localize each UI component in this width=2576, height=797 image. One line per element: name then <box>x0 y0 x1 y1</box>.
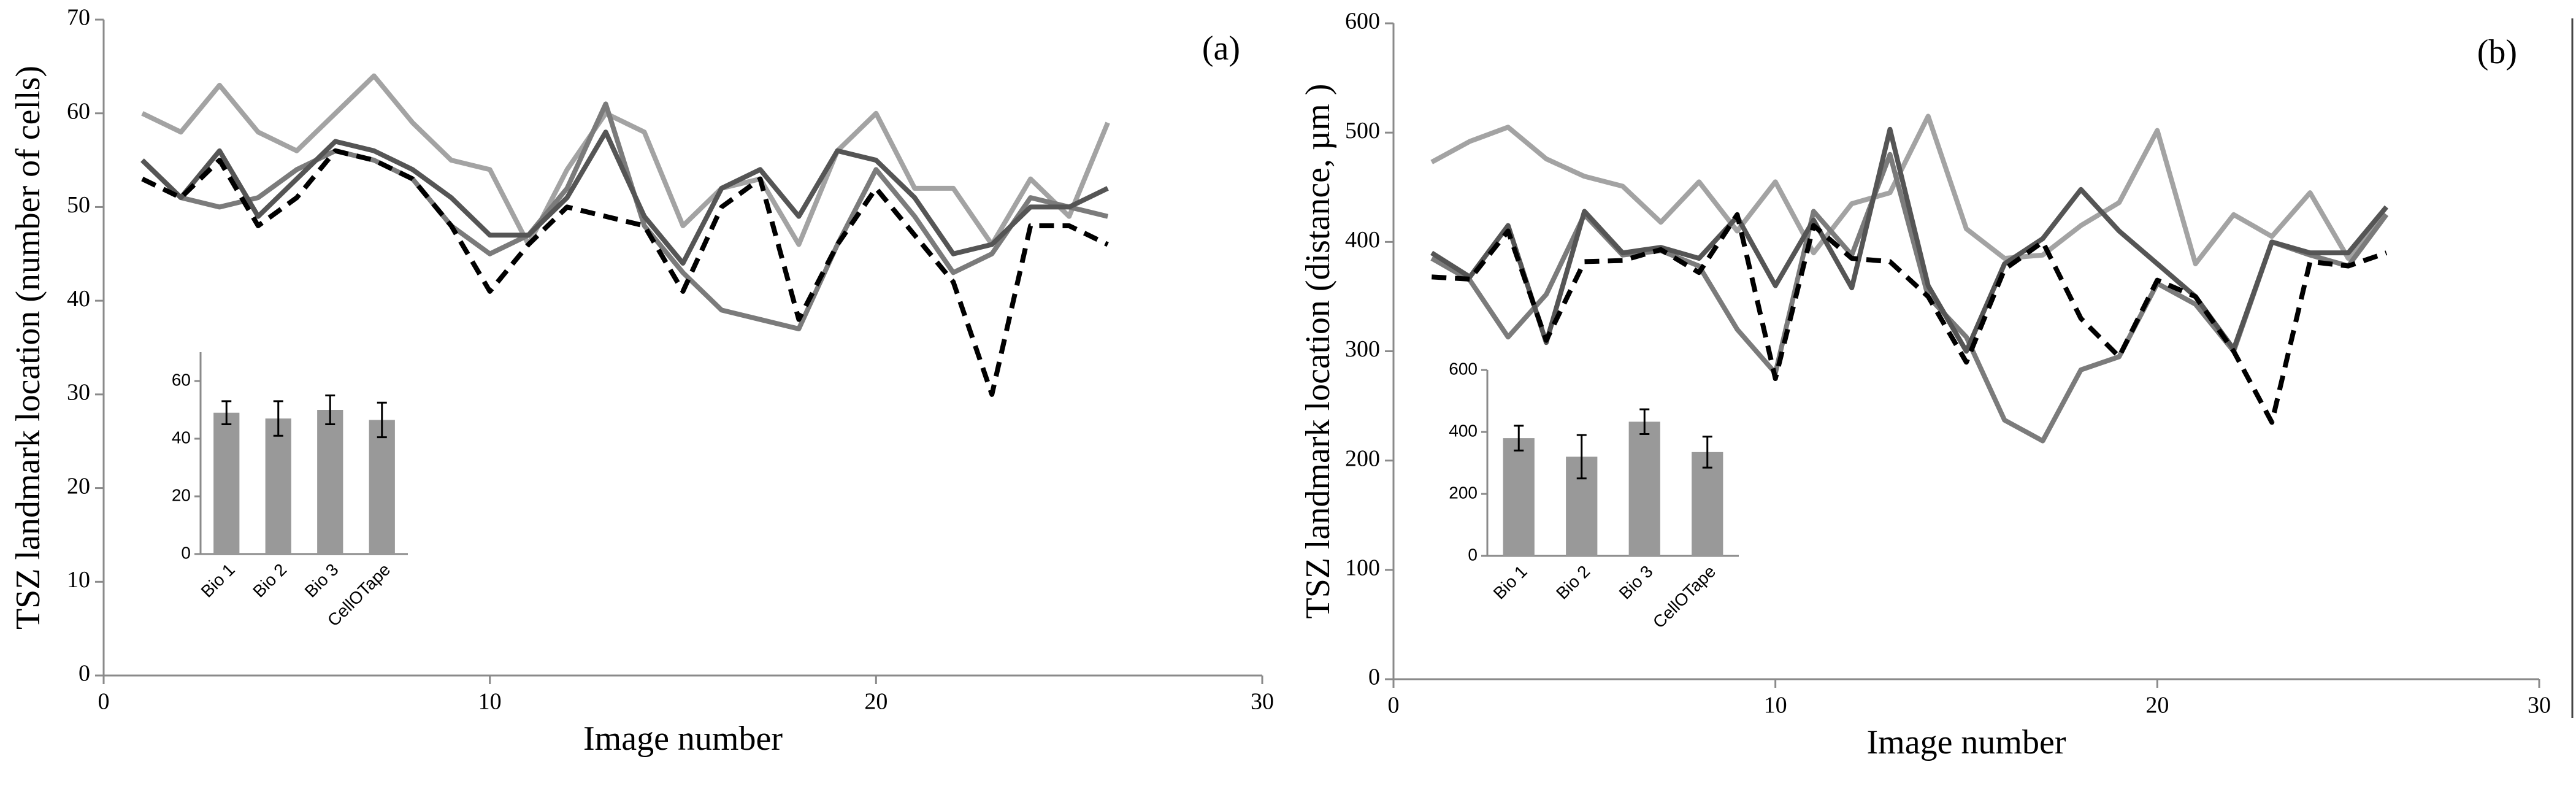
y-tick-label: 300 <box>1345 336 1380 362</box>
error-bar <box>377 401 387 439</box>
y-tick-label: 100 <box>1345 555 1380 581</box>
x-tick-label: Bio 1 <box>1490 562 1531 603</box>
error-bar <box>1576 434 1587 480</box>
x-tick-label: 30 <box>1251 689 1274 715</box>
y-axis-label: TSZ landmark location (distance, µm ) <box>1299 83 1337 618</box>
bar <box>317 410 343 554</box>
error-bar <box>1639 408 1650 436</box>
x-axis-label: Image number <box>583 720 783 758</box>
y-tick-label: 20 <box>67 473 90 499</box>
y-tick-label: 500 <box>1345 118 1380 144</box>
x-tick-label: 0 <box>98 689 110 715</box>
y-tick-label: 50 <box>67 192 90 218</box>
x-tick-label: Bio 2 <box>249 560 290 601</box>
y-tick-label: 200 <box>1345 445 1380 471</box>
line-series <box>1430 126 2389 354</box>
line-series <box>141 73 1110 247</box>
error-bar <box>1702 436 1712 469</box>
bar <box>1628 422 1660 556</box>
error-bar <box>273 400 283 437</box>
x-tick-label: Bio 3 <box>301 560 342 601</box>
y-tick-label: 600 <box>1449 359 1478 378</box>
x-tick-label: 0 <box>1388 693 1400 718</box>
y-tick-label: 60 <box>67 98 90 124</box>
x-tick-label: 30 <box>2528 693 2551 718</box>
line-series <box>1430 114 2388 266</box>
panel-label: (a) <box>1202 29 1240 67</box>
y-tick-label: 10 <box>67 567 90 593</box>
y-tick-label: 0 <box>1368 664 1380 690</box>
y-tick-label: 60 <box>172 370 191 389</box>
x-tick-label: Bio 1 <box>197 560 239 601</box>
y-tick-label: 0 <box>79 661 90 687</box>
y-axis-label: TSZ landmark location (number of cells) <box>9 66 47 630</box>
bar <box>1503 438 1535 556</box>
x-tick-label: CellOTape <box>1649 562 1719 632</box>
bar <box>213 412 240 554</box>
y-tick-label: 40 <box>172 428 191 447</box>
panel-label: (b) <box>2477 33 2517 71</box>
y-tick-label: 30 <box>67 380 90 406</box>
x-tick-label: 20 <box>864 689 887 715</box>
y-tick-label: 70 <box>67 5 90 31</box>
line-series <box>140 101 1109 331</box>
x-tick-label: 10 <box>478 689 502 715</box>
line-series <box>1432 212 2388 425</box>
y-tick-label: 200 <box>1449 483 1478 502</box>
bar <box>265 418 291 554</box>
error-bar <box>325 395 335 425</box>
x-tick-label: Bio 3 <box>1616 562 1657 603</box>
y-tick-label: 400 <box>1449 421 1478 440</box>
x-axis-label: Image number <box>1867 723 2066 761</box>
x-tick-label: Bio 2 <box>1552 562 1593 603</box>
bar <box>1692 452 1723 556</box>
y-tick-label: 0 <box>181 543 191 562</box>
x-tick-label: 20 <box>2145 693 2169 718</box>
y-tick-label: 20 <box>172 485 191 504</box>
bar <box>369 420 395 554</box>
x-tick-label: 10 <box>1764 693 1787 718</box>
y-tick-label: 400 <box>1345 227 1380 253</box>
y-tick-label: 600 <box>1345 9 1380 34</box>
error-bar <box>221 400 232 425</box>
y-tick-label: 40 <box>67 286 90 312</box>
line-series <box>140 129 1109 266</box>
error-bar <box>1514 425 1524 452</box>
y-tick-label: 0 <box>1468 545 1478 564</box>
